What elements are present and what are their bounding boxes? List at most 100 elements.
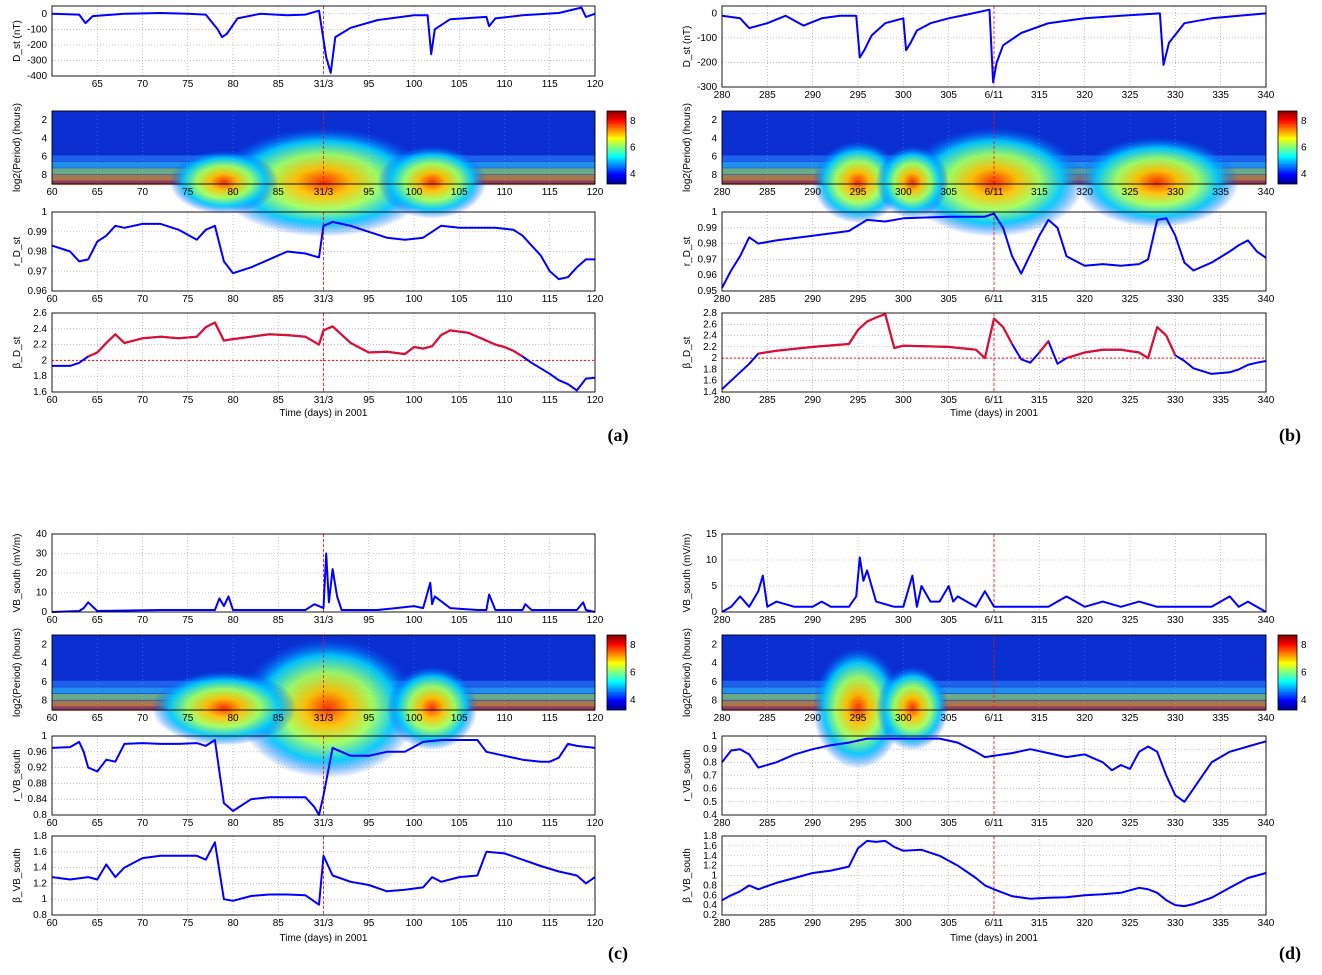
y-tick-label: 20 (36, 568, 48, 579)
x-tick-label: 70 (137, 395, 149, 406)
x-tick-label: 65 (92, 918, 104, 929)
x-tick-label: 330 (1167, 918, 1184, 929)
x-tick-label: 280 (714, 90, 731, 101)
x-tick-label: 65 (92, 294, 104, 305)
x-tick-label: 340 (1258, 187, 1275, 198)
x-tick-label: 100 (406, 713, 423, 724)
x-tick-label: 330 (1167, 615, 1184, 626)
x-tick-label: 95 (363, 918, 375, 929)
x-tick-label: 300 (895, 294, 912, 305)
y-tick-label: 4 (41, 133, 47, 144)
y-tick-label: 0.98 (698, 239, 718, 250)
y-tick-label: 0.95 (698, 286, 718, 297)
x-tick-label: 95 (363, 818, 375, 829)
y-tick-label: 30 (36, 549, 48, 560)
spectrum-peak (377, 145, 487, 219)
x-tick-label: 305 (940, 395, 957, 406)
x-tick-label: 285 (759, 818, 776, 829)
series-line (51, 739, 596, 816)
colorbar (606, 634, 627, 711)
y-tick-label: 0.9 (703, 744, 717, 755)
y-tick-label: 1.6 (33, 387, 47, 398)
x-tick-label: 295 (850, 90, 867, 101)
x-tick-label: 100 (406, 294, 423, 305)
x-tick-label: 65 (92, 818, 104, 829)
y-tick-label: 2.6 (703, 319, 717, 330)
x-tick-label: 75 (182, 79, 194, 90)
y-tick-label: 0.4 (703, 810, 717, 821)
y-tick-label: 10 (36, 588, 48, 599)
x-tick-label: 305 (940, 918, 957, 929)
x-tick-label: 6/11 (985, 818, 1004, 829)
x-tick-label: 300 (895, 187, 912, 198)
x-tick-label: 320 (1076, 615, 1093, 626)
y-tick-label: 8 (41, 696, 47, 707)
colorbar-tick-label: 8 (1301, 116, 1307, 127)
x-tick-label: 115 (542, 713, 558, 724)
axes-box (51, 312, 596, 393)
y-axis-label: VB_south (mV/m) (682, 534, 693, 613)
x-tick-label: 330 (1167, 294, 1184, 305)
x-tick-label: 85 (273, 818, 285, 829)
x-tick-label: 290 (804, 818, 821, 829)
x-tick-label: 320 (1076, 818, 1093, 829)
x-tick-label: 85 (273, 79, 285, 90)
x-tick-label: 6/11 (985, 294, 1004, 305)
x-tick-label: 340 (1258, 615, 1275, 626)
y-axis-label: r_VB_south (12, 749, 23, 801)
axes-box (51, 110, 596, 185)
x-tick-label: 280 (714, 395, 731, 406)
x-tick-label: 115 (542, 294, 558, 305)
x-tick-label: 31/3 (314, 187, 334, 198)
axes-box (721, 735, 1267, 816)
x-tick-label: 31/3 (314, 818, 334, 829)
x-tick-label: 315 (1031, 294, 1048, 305)
axes-box (721, 634, 1267, 711)
x-tick-label: 6/11 (985, 918, 1004, 929)
x-tick-label: 110 (497, 187, 513, 198)
axes-box (51, 533, 596, 613)
x-tick-label: 330 (1167, 818, 1184, 829)
x-tick-label: 335 (1212, 395, 1229, 406)
x-tick-label: 120 (587, 818, 604, 829)
x-tick-label: 305 (940, 187, 957, 198)
y-tick-label: -200 (27, 40, 47, 51)
x-tick-label: 95 (363, 615, 375, 626)
y-tick-label: 6 (711, 677, 717, 688)
y-tick-label: 0.8 (33, 910, 47, 921)
spectrum-peak (237, 637, 419, 779)
spectrum-peak (386, 665, 478, 751)
x-tick-label: 85 (273, 187, 285, 198)
x-tick-label: 105 (451, 615, 468, 626)
x-tick-label: 115 (542, 79, 558, 90)
x-tick-label: 95 (363, 395, 375, 406)
axes-box (51, 634, 596, 711)
x-tick-label: 85 (273, 713, 285, 724)
subplot-spectrum: 8 6 4 2 4 6 8 280 285 290 295 300 305 6/11 315 320 325 33… (682, 103, 1307, 237)
x-tick-label: 315 (1031, 395, 1048, 406)
x-tick-label: 305 (940, 90, 957, 101)
x-tick-label: 290 (804, 918, 821, 929)
colorbar-tick-label: 8 (630, 640, 636, 651)
axes-box (51, 211, 596, 292)
x-axis-label: Time (days) in 2001 (280, 933, 368, 944)
y-tick-label: 6 (41, 152, 47, 163)
x-tick-label: 340 (1258, 395, 1275, 406)
x-tick-label: 315 (1031, 818, 1048, 829)
x-tick-label: 290 (804, 615, 821, 626)
x-tick-label: 320 (1076, 713, 1093, 724)
x-tick-label: 105 (451, 713, 468, 724)
colorbar-tick-label: 6 (1301, 668, 1307, 679)
y-tick-label: 8 (41, 170, 47, 181)
x-tick-label: 295 (850, 395, 867, 406)
y-tick-label: 1 (711, 731, 717, 742)
x-tick-label: 300 (895, 918, 912, 929)
y-tick-label: 1.2 (33, 878, 47, 889)
y-tick-label: 0 (711, 8, 717, 19)
x-tick-label: 325 (1122, 615, 1139, 626)
y-tick-label: 1.2 (703, 861, 717, 872)
